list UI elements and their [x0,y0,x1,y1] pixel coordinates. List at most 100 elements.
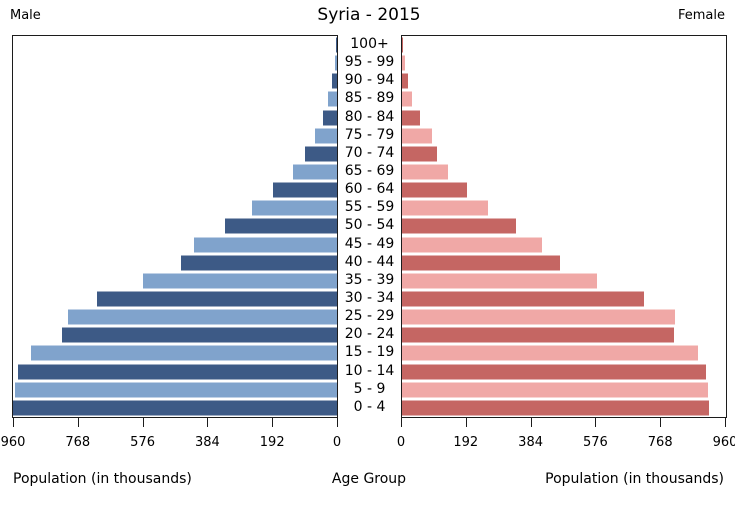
female-bar [402,91,413,107]
right-axis-tick [725,417,726,427]
age-group-label: 15 - 19 [344,344,395,361]
right-axis-tick-label: 768 [647,435,673,450]
female-bar [402,200,488,216]
female-bar [402,146,438,162]
female-bar-row [402,90,726,108]
female-bar-row [402,163,726,181]
left-axis-tick-label: 0 [332,435,342,450]
male-bar [272,182,337,198]
female-bar-row [402,72,726,90]
female-bar [402,37,404,53]
male-bar-row [13,254,337,272]
age-group-label: 35 - 39 [344,271,395,288]
age-group-label: 60 - 64 [344,181,395,198]
female-bar-row [402,145,726,163]
right-axis-tick-label: 192 [453,435,479,450]
female-bar [402,182,468,198]
female-bar [402,110,420,126]
female-header-label: Female [677,8,725,23]
age-group-label: 50 - 54 [344,217,395,234]
age-group-label: 80 - 84 [344,108,395,125]
female-bars-panel [401,35,727,418]
left-axis-tick-label: 192 [259,435,285,450]
female-bar-row [402,326,726,344]
right-axis-tick [660,417,662,427]
male-header-label: Male [10,8,41,23]
female-bar [402,291,645,307]
female-bar-row [402,272,726,290]
age-group-label: 20 - 24 [344,326,395,343]
male-bar [331,73,337,89]
age-group-label: 85 - 89 [344,90,395,107]
male-bar [336,37,337,53]
left-axis-tick [77,417,79,427]
age-group-labels-column: 100+ 95 - 99 90 - 94 85 - 89 80 - 84 75 - 79 7… [338,35,401,416]
right-x-axis-title: Population (in thousands) [545,471,724,487]
female-bar-row [402,381,726,399]
male-bar-row [13,36,337,54]
female-bar [402,382,708,398]
male-bar [180,255,337,271]
male-bar-row [13,399,337,417]
female-bar-row [402,254,726,272]
female-bar [402,218,517,234]
male-bar [97,291,337,307]
right-axis-tick-label: 0 [396,435,406,450]
left-x-axis-title: Population (in thousands) [13,471,192,487]
female-bar-row [402,290,726,308]
male-bars-panel [12,35,338,418]
age-group-label: 95 - 99 [344,54,395,71]
female-bar [402,164,448,180]
female-bar-row [402,181,726,199]
age-group-label: 55 - 59 [344,199,395,216]
female-bar-row [402,236,726,254]
male-bar-row [13,308,337,326]
male-bar-row [13,54,337,72]
right-axis-tick-label: 960 [712,435,735,450]
female-bar-row [402,109,726,127]
chart-title: Syria - 2015 [317,5,421,25]
male-bar [62,327,337,343]
female-bar-row [402,127,726,145]
right-axis-tick [595,417,597,427]
female-bar [402,309,675,325]
male-bar-row [13,145,337,163]
male-bar-row [13,272,337,290]
right-axis-tick [401,417,402,427]
age-group-label: 90 - 94 [344,72,395,89]
left-axis-tick-label: 576 [130,435,156,450]
left-axis-tick-label: 384 [194,435,220,450]
female-bar-row [402,308,726,326]
male-bar [142,273,337,289]
male-bar-row [13,127,337,145]
female-bar-row [402,217,726,235]
male-bar-row [13,326,337,344]
age-group-label: 30 - 34 [344,290,395,307]
male-bar-row [13,344,337,362]
left-axis-tick [337,417,338,427]
male-bar [18,364,337,380]
male-bar-row [13,163,337,181]
male-bar [334,55,337,71]
male-bar-row [13,90,337,108]
male-bar-row [13,381,337,399]
male-bar-row [13,109,337,127]
female-bar-row [402,363,726,381]
female-bar [402,128,432,144]
male-bar [13,400,337,416]
age-group-label: 45 - 49 [344,235,395,252]
age-group-label: 70 - 74 [344,144,395,161]
male-bar [67,309,337,325]
left-axis-tick-label: 768 [65,435,91,450]
right-axis-tick [465,417,467,427]
female-bar [402,273,598,289]
male-bar [305,146,337,162]
right-axis-tick [530,417,532,427]
male-bar [323,110,337,126]
age-group-label: 0 - 4 [353,398,386,415]
male-bar [293,164,337,180]
male-bar [327,91,337,107]
male-bar [315,128,337,144]
age-group-label: 65 - 69 [344,163,395,180]
left-axis-tick [142,417,144,427]
